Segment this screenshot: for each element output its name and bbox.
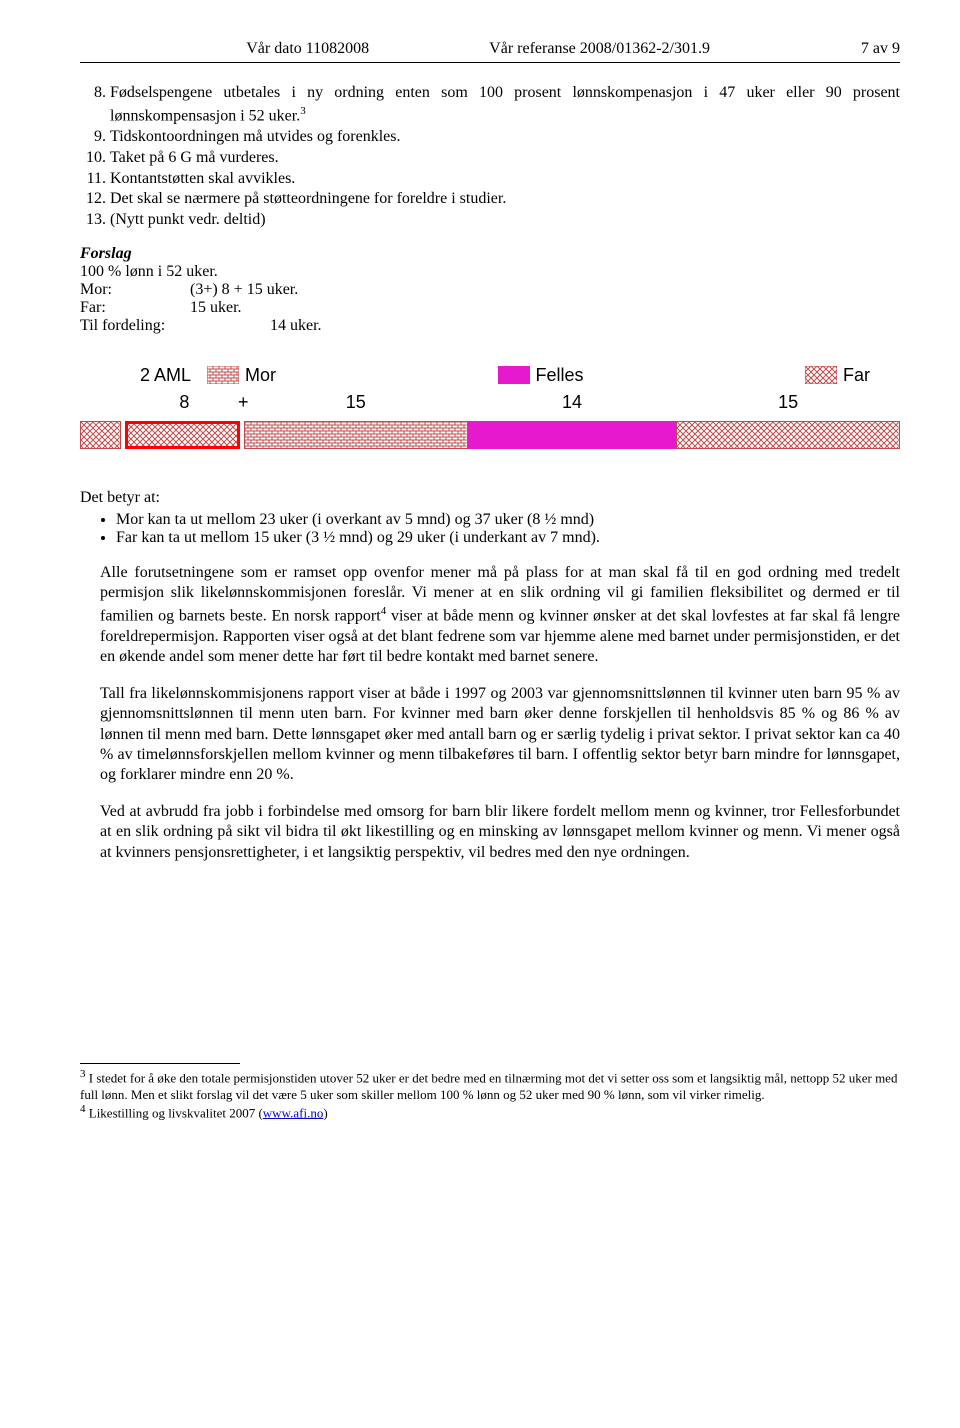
chart-value-mor15: 15 xyxy=(244,392,468,413)
footnote-ref-3: 3 xyxy=(300,105,306,117)
list-item-10: Taket på 6 G må vurderes. xyxy=(110,148,900,169)
para-1: Alle forutsetningene som er ramset opp o… xyxy=(100,563,900,668)
chart-bars-row xyxy=(80,421,900,449)
footnote-4-post: ) xyxy=(323,1105,327,1120)
chart-bar-mor15 xyxy=(244,421,468,449)
forslag-mor: Mor:(3+) 8 + 15 uker. xyxy=(80,281,900,299)
header-ref-label: Vår referanse xyxy=(489,40,576,57)
detbetyr-b1: Mor kan ta ut mellom 23 uker (i overkant… xyxy=(116,511,900,529)
header-page: 7 av 9 xyxy=(830,40,900,58)
detbetyr-b2: Far kan ta ut mellom 15 uker (3 ½ mnd) o… xyxy=(116,529,900,547)
forslag-til-label: Til fordeling: xyxy=(80,317,270,335)
forslag-line1: 100 % lønn i 52 uker. xyxy=(80,263,900,281)
list-item-12: Det skal se nærmere på støtteordningene … xyxy=(110,189,900,210)
chart-bar-far xyxy=(676,421,900,449)
legend-far-swatch xyxy=(805,366,837,384)
header-date: Vår dato 11082008 xyxy=(246,40,369,58)
forslag-mor-val: (3+) 8 + 15 uker. xyxy=(190,281,298,299)
chart-value-aml xyxy=(80,392,125,413)
legend-far: Far xyxy=(843,365,870,386)
legend-felles-swatch xyxy=(498,366,530,384)
list-item-9: Tidskontoordningen må utvides og forenkl… xyxy=(110,127,900,148)
forslag-block: 100 % lønn i 52 uker. Mor:(3+) 8 + 15 uk… xyxy=(80,263,900,335)
header-date-value: 11082008 xyxy=(306,40,369,57)
footnote-4-pre: Likestilling og livskvalitet 2007 ( xyxy=(86,1105,263,1120)
weeks-chart: 2 AML Mor Felles Far 8+151415 xyxy=(80,365,900,449)
list-item-8: Fødselspengene utbetales i ny ordning en… xyxy=(110,83,900,127)
para-3: Ved at avbrudd fra jobb i forbindelse me… xyxy=(100,802,900,863)
footnote-rule xyxy=(80,1063,240,1064)
legend-mor-swatch xyxy=(207,366,239,384)
detbetyr-list: Mor kan ta ut mellom 23 uker (i overkant… xyxy=(100,511,900,547)
header-ref-value: 2008/01362-2/301.9 xyxy=(580,40,710,57)
chart-bar-aml xyxy=(80,421,121,449)
doc-header: Vår dato 11082008 Vår referanse 2008/013… xyxy=(80,40,900,63)
footnote-3-text: I stedet for å øke den totale permisjons… xyxy=(80,1071,897,1102)
chart-value-felles: 14 xyxy=(468,392,677,413)
footnote-4-link[interactable]: www.afi.no xyxy=(263,1105,324,1120)
footnote-3: 3 I stedet for å øke den totale permisjo… xyxy=(80,1068,900,1102)
forslag-mor-label: Mor: xyxy=(80,281,190,299)
forslag-far-label: Far: xyxy=(80,299,190,317)
chart-bar-felles xyxy=(468,421,677,449)
forslag-til: Til fordeling:14 uker. xyxy=(80,317,900,335)
header-ref: Vår referanse 2008/01362-2/301.9 xyxy=(489,40,710,58)
header-date-label: Vår dato xyxy=(246,40,302,57)
list-item-8-text: Fødselspengene utbetales i ny ordning en… xyxy=(110,84,900,124)
chart-value-eight: 8 xyxy=(125,392,244,413)
legend-aml: 2 AML xyxy=(140,365,191,386)
forslag-far-val: 15 uker. xyxy=(190,299,242,317)
para-2: Tall fra likelønnskommisjonens rapport v… xyxy=(100,684,900,786)
forslag-til-val: 14 uker. xyxy=(270,317,322,335)
footnotes: 3 I stedet for å øke den totale permisjo… xyxy=(80,1063,900,1121)
legend-mor: Mor xyxy=(245,365,276,386)
forslag-title: Forslag xyxy=(80,245,900,263)
chart-bar-eight xyxy=(125,421,240,449)
list-item-13: (Nytt punkt vedr. deltid) xyxy=(110,210,900,231)
footnote-4: 4 Likestilling og livskvalitet 2007 (www… xyxy=(80,1103,900,1121)
list-item-11: Kontantstøtten skal avvikles. xyxy=(110,169,900,190)
chart-plus: + xyxy=(238,392,249,413)
legend-felles: Felles xyxy=(536,365,584,386)
chart-value-far: 15 xyxy=(676,392,900,413)
detbetyr-heading: Det betyr at: xyxy=(80,489,900,507)
numbered-list: Fødselspengene utbetales i ny ordning en… xyxy=(80,83,900,231)
chart-legend: 2 AML Mor Felles Far xyxy=(80,365,900,386)
chart-values-row: 8+151415 xyxy=(80,392,900,413)
forslag-far: Far:15 uker. xyxy=(80,299,900,317)
